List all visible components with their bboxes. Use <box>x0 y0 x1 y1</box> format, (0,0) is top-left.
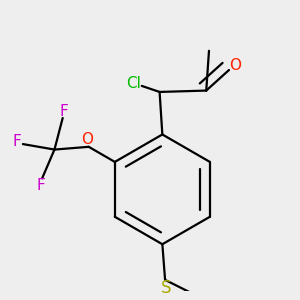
Text: F: F <box>36 178 45 193</box>
Text: S: S <box>161 279 171 297</box>
Text: O: O <box>229 58 241 74</box>
Text: F: F <box>13 134 21 149</box>
Text: Cl: Cl <box>126 76 141 91</box>
Text: O: O <box>81 133 93 148</box>
Text: F: F <box>60 104 68 119</box>
